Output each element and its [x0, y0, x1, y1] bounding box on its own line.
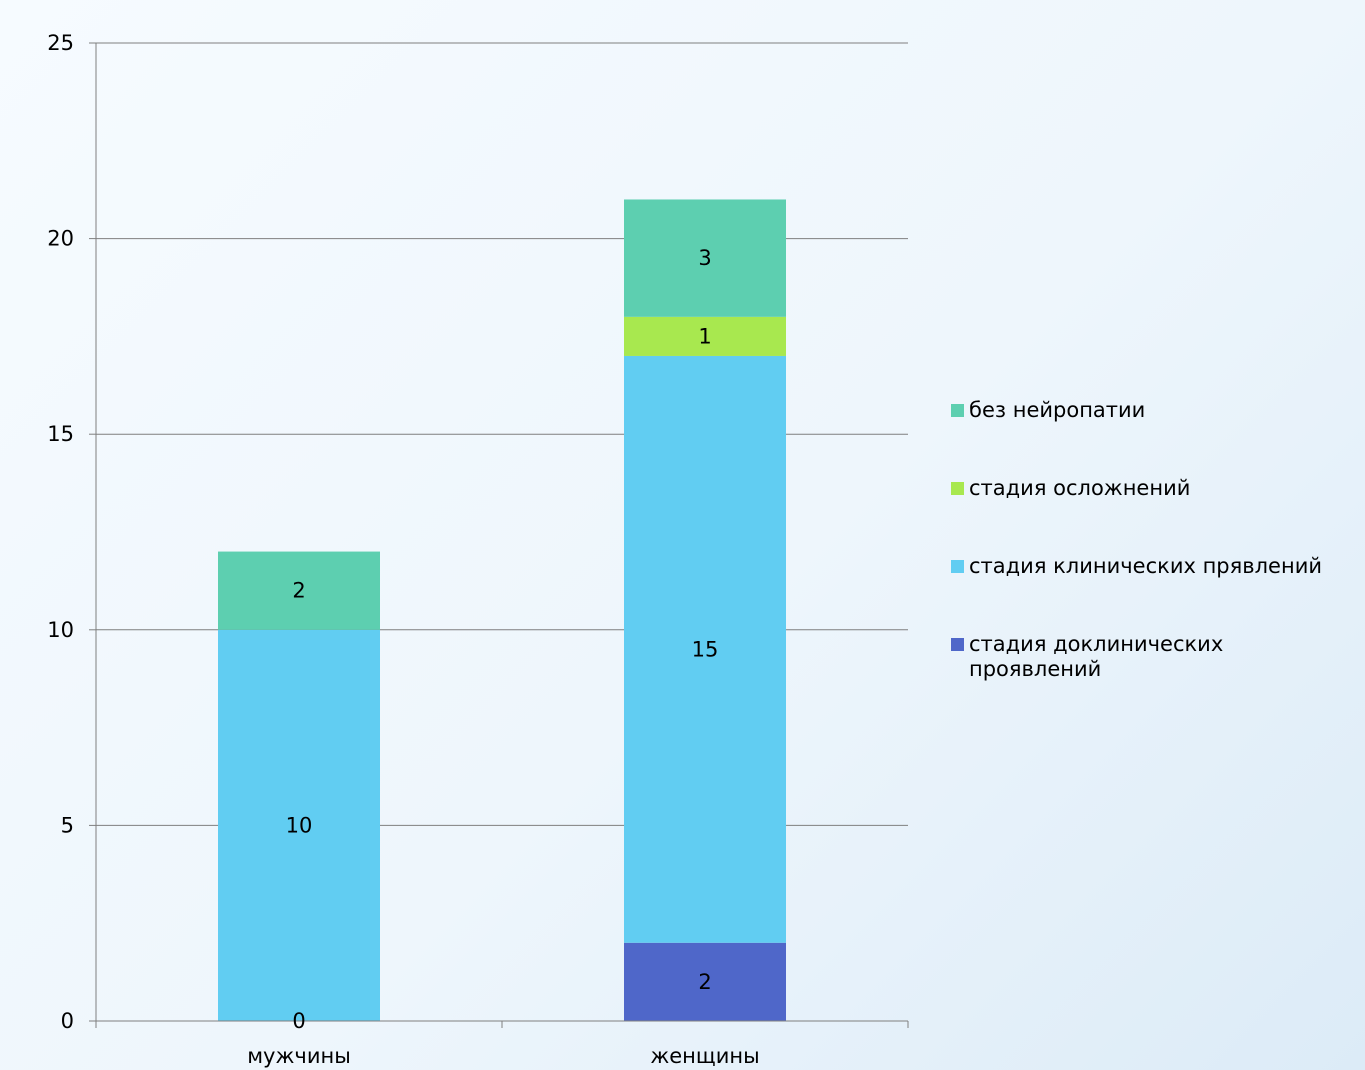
data-label: 10: [286, 813, 313, 837]
legend-item: стадия осложнений: [951, 476, 1361, 501]
legend-item: стадия доклинических проявлений: [951, 632, 1361, 682]
y-tick-label: 5: [61, 813, 74, 837]
legend-item: без нейропатии: [951, 398, 1361, 423]
bar-segment: [624, 942, 786, 1021]
y-tick-label: 10: [47, 618, 74, 642]
x-tick-label: мужчины: [247, 1044, 351, 1068]
data-label: 1: [698, 324, 711, 348]
bar-segment: [218, 629, 380, 1021]
bar-segment: [624, 355, 786, 943]
data-label: 15: [692, 637, 719, 661]
y-tick-label: 0: [61, 1009, 74, 1033]
bar-segment: [624, 199, 786, 317]
legend-label: стадия осложнений: [969, 476, 1191, 500]
legend-swatch: [951, 638, 964, 651]
bar-segment: [218, 551, 380, 630]
y-tick-label: 25: [47, 31, 74, 55]
legend-swatch: [951, 482, 964, 495]
legend-swatch: [951, 560, 964, 573]
data-label: 2: [698, 970, 711, 994]
legend-label: стадия клинических прявлений: [969, 554, 1323, 578]
legend-swatch: [951, 404, 964, 417]
data-label: 0: [292, 1009, 305, 1033]
x-tick-label: женщины: [650, 1044, 759, 1068]
legend-label: стадия доклинических проявлений: [969, 632, 1224, 681]
data-label: 3: [698, 246, 711, 270]
y-tick-label: 15: [47, 422, 74, 446]
axes: [89, 42, 909, 1028]
grid-lines: [96, 42, 908, 826]
bar-segment: [624, 316, 786, 356]
data-label: 2: [292, 579, 305, 603]
legend-item: стадия клинических прявлений: [951, 554, 1361, 579]
y-tick-label: 20: [47, 227, 74, 251]
legend-label: без нейропатии: [969, 398, 1146, 422]
labels: 0 5 10 15 20 25 0 10 2 мужчины 2 15 1 3 женщины: [47, 31, 759, 1068]
bars: [218, 199, 786, 1021]
legend: без нейропатии стадия осложнений стадия кл…: [951, 398, 1361, 682]
